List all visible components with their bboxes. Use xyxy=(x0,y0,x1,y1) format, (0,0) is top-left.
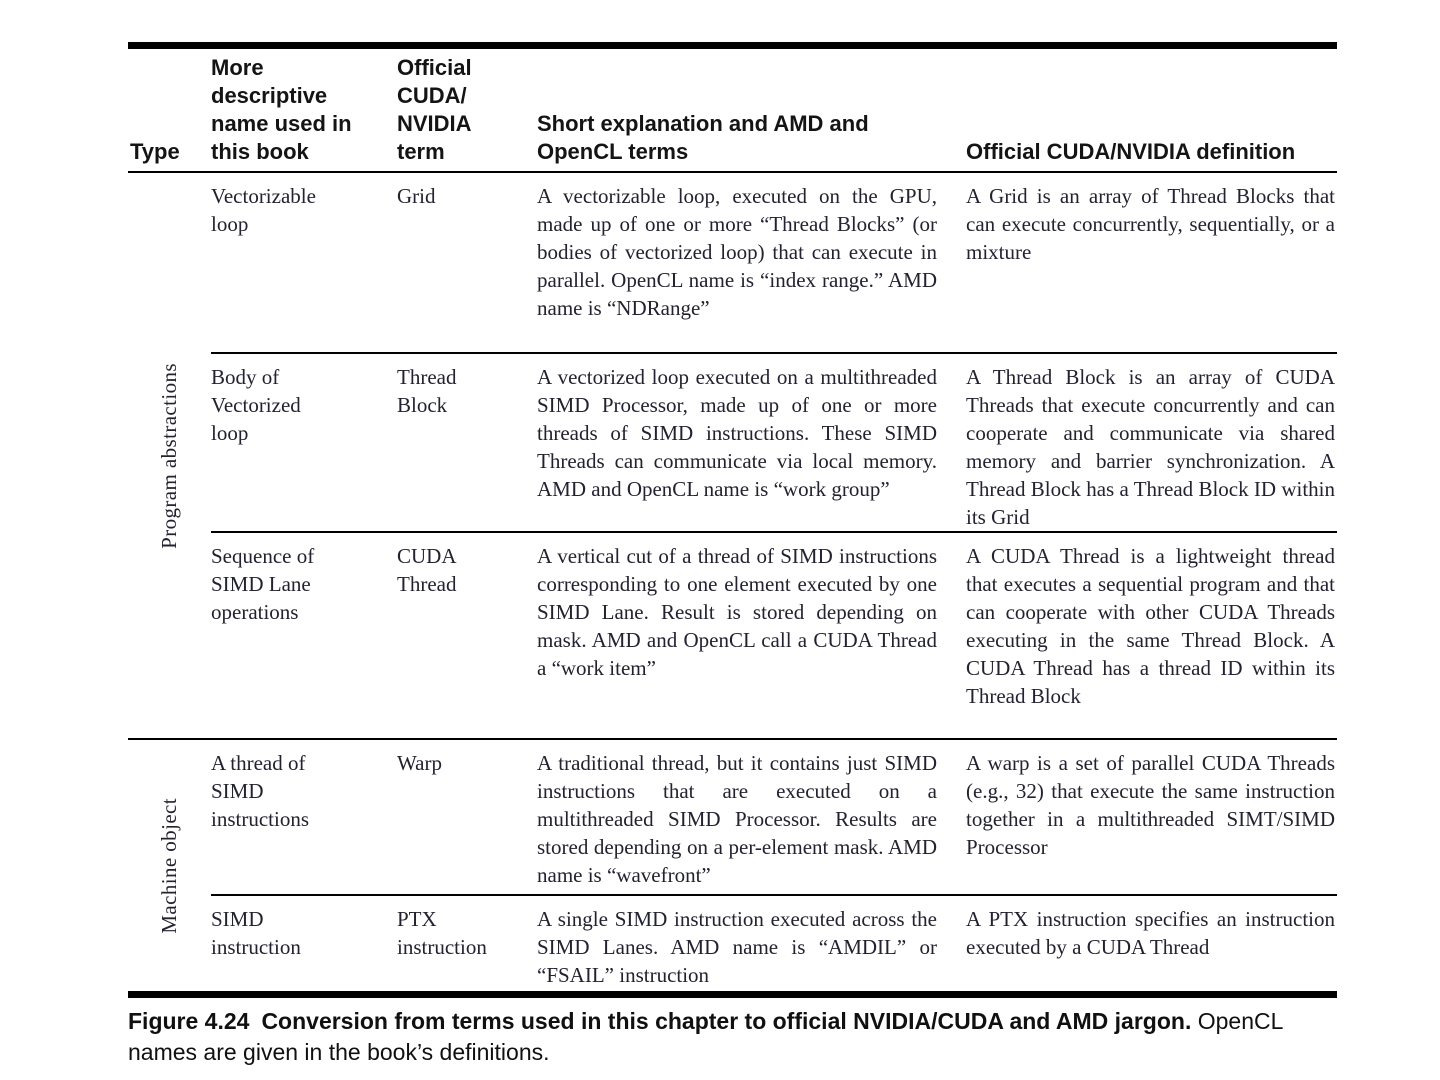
group-label-machine-object: Machine object xyxy=(157,797,181,934)
jargon-table: Type More descriptive name used in this … xyxy=(128,42,1337,998)
figure-caption: Figure 4.24 Conversion from terms used in… xyxy=(128,1006,1346,1068)
cell-book-name: Sequence of SIMD Lane operations xyxy=(211,544,315,624)
table-row-sequence-of-simd-lane-operations: Sequence of SIMD Lane operations CUDA Th… xyxy=(211,531,1337,738)
cell-definition: A CUDA Thread is a lightweight thread th… xyxy=(966,544,1335,708)
cell-cuda-term: Warp xyxy=(397,751,442,775)
cell-definition: A Thread Block is an array of CUDA Threa… xyxy=(966,365,1335,529)
column-header-type: Type xyxy=(130,139,180,164)
table-header-row: Type More descriptive name used in this … xyxy=(128,49,1337,173)
cell-cuda-term: Thread Block xyxy=(397,365,457,417)
cell-explanation: A single SIMD instruction executed acros… xyxy=(537,907,937,987)
cell-explanation: A vectorizable loop, executed on the GPU… xyxy=(537,184,937,320)
group-rows: Vectorizable loop Grid A vectorizable lo… xyxy=(211,173,1337,738)
figure-caption-normal-text: OpenCL names are given in the book’s def… xyxy=(128,1008,1283,1065)
column-header-cuda-term: Official CUDA/ NVIDIA term xyxy=(397,55,472,164)
group-label-cell: Program abstractions xyxy=(128,173,211,738)
cell-explanation: A traditional thread, but it contains ju… xyxy=(537,751,937,887)
table-row-body-of-vectorized-loop: Body of Vectorized loop Thread Block A v… xyxy=(211,352,1337,531)
cell-explanation: A vertical cut of a thread of SIMD instr… xyxy=(537,544,937,680)
figure-caption-number: Figure 4.24 xyxy=(128,1008,250,1034)
group-program-abstractions: Program abstractions Vectorizable loop G… xyxy=(128,173,1337,738)
cell-definition: A warp is a set of parallel CUDA Threads… xyxy=(966,751,1335,859)
cell-book-name: Body of Vectorized loop xyxy=(211,365,301,445)
group-label-program-abstractions: Program abstractions xyxy=(157,362,181,549)
cell-book-name: A thread of SIMD instructions xyxy=(211,751,309,831)
cell-book-name: SIMD instruction xyxy=(211,907,301,959)
figure-caption-bold-text: Conversion from terms used in this chapt… xyxy=(261,1008,1192,1034)
table-row-vectorizable-loop: Vectorizable loop Grid A vectorizable lo… xyxy=(211,173,1337,352)
table-row-simd-instruction: SIMD instruction PTX instruction A singl… xyxy=(211,894,1337,991)
cell-book-name: Vectorizable loop xyxy=(211,184,316,236)
column-header-definition: Official CUDA/NVIDIA definition xyxy=(966,139,1296,164)
cell-cuda-term: PTX instruction xyxy=(397,907,487,959)
cell-definition: A Grid is an array of Thread Blocks that… xyxy=(966,184,1335,264)
group-label-cell: Machine object xyxy=(128,740,211,991)
table-row-thread-of-simd-instructions: A thread of SIMD instructions Warp A tra… xyxy=(211,740,1337,894)
column-header-explanation: Short explanation and AMD and OpenCL ter… xyxy=(537,111,869,164)
group-machine-object: Machine object A thread of SIMD instruct… xyxy=(128,738,1337,991)
cell-cuda-term: CUDA Thread xyxy=(397,544,457,596)
column-header-descriptive-name: More descriptive name used in this book xyxy=(211,55,352,164)
group-rows: A thread of SIMD instructions Warp A tra… xyxy=(211,740,1337,991)
cell-definition: A PTX instruction specifies an instructi… xyxy=(966,907,1335,959)
cell-cuda-term: Grid xyxy=(397,184,436,208)
cell-explanation: A vectorized loop executed on a multithr… xyxy=(537,365,937,501)
